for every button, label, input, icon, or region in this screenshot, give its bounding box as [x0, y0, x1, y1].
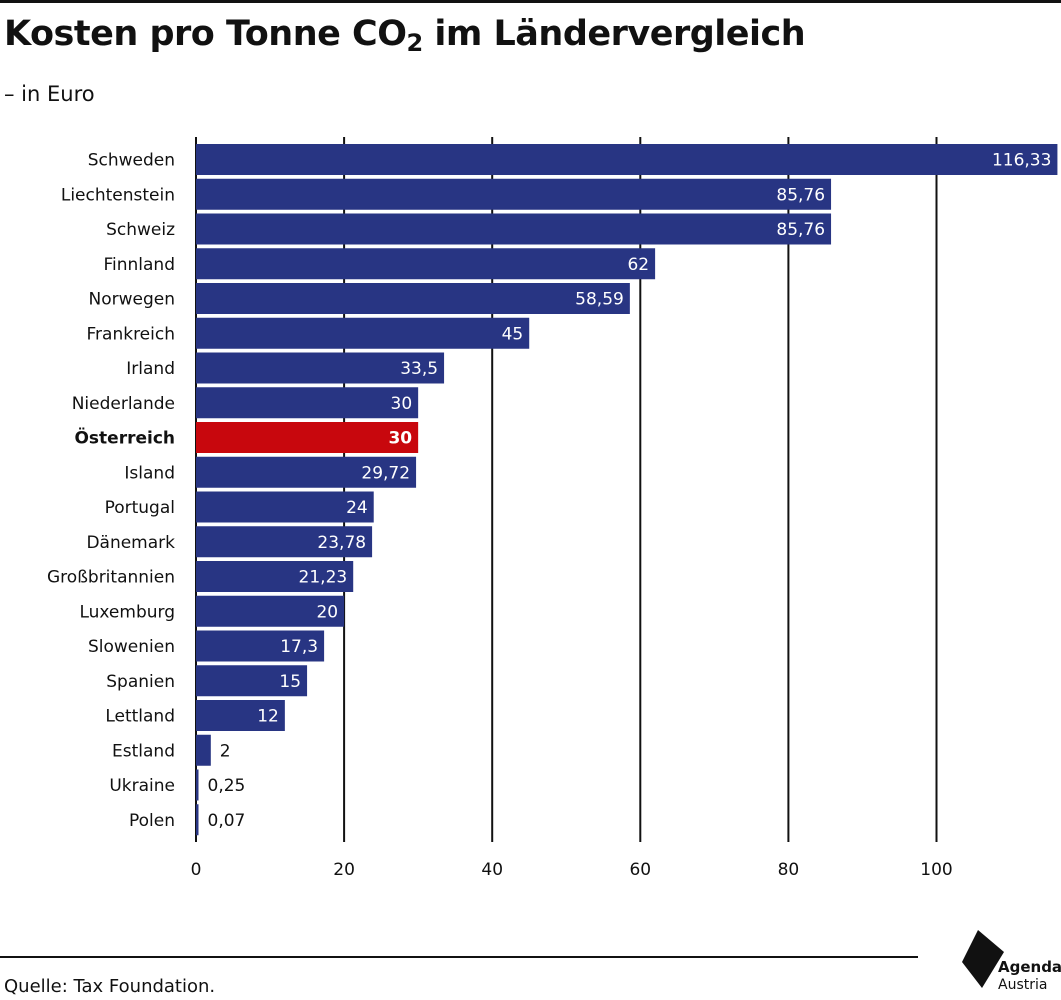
value-label: 0,07 — [208, 811, 246, 831]
bar — [196, 387, 419, 419]
title-rest: im Ländervergleich — [422, 14, 806, 54]
category-label: Frankreich — [87, 324, 176, 344]
category-label: Ukraine — [109, 776, 175, 796]
value-label: 85,76 — [776, 185, 825, 205]
bar — [196, 700, 285, 731]
x-tick-label: 60 — [629, 860, 651, 880]
logo-text-austria: Austria — [998, 977, 1048, 993]
title-subscript: 2 — [406, 29, 423, 57]
bar — [196, 456, 417, 488]
value-label: 29,72 — [361, 463, 410, 483]
value-label: 20 — [316, 602, 338, 622]
category-label: Schweiz — [106, 220, 175, 240]
bar — [196, 352, 445, 384]
title-main: Kosten pro Tonne CO — [4, 14, 407, 54]
bar — [196, 595, 345, 627]
value-label: 0,25 — [208, 776, 246, 796]
category-label: Lettland — [105, 707, 175, 727]
category-label: Schweden — [88, 151, 175, 171]
category-label: Portugal — [105, 498, 175, 518]
x-tick-label: 80 — [778, 860, 800, 880]
value-label: 30 — [388, 429, 412, 449]
value-label: 2 — [220, 741, 231, 761]
value-label: 33,5 — [400, 359, 438, 379]
value-label: 23,78 — [317, 533, 366, 553]
value-label: 116,33 — [992, 151, 1051, 171]
x-tick-label: 40 — [481, 860, 503, 880]
bottom-rule — [0, 956, 918, 958]
bar — [196, 561, 354, 592]
bar — [196, 248, 656, 280]
x-tick-label: 0 — [191, 860, 202, 880]
agenda-austria-logo: Agenda Austria — [958, 928, 1061, 998]
category-label: Slowenien — [88, 637, 175, 657]
value-label: 30 — [391, 394, 413, 414]
category-label: Irland — [126, 359, 175, 379]
value-label: 62 — [627, 255, 649, 275]
bar — [196, 283, 630, 314]
bar — [196, 491, 374, 523]
category-label: Österreich — [74, 427, 175, 449]
bar — [196, 734, 211, 766]
chart-title: Kosten pro Tonne CO2 im Ländervergleich — [4, 14, 806, 57]
category-label: Dänemark — [86, 533, 175, 553]
bar — [196, 804, 199, 836]
logo-mark-icon — [962, 930, 1004, 988]
top-rule — [0, 0, 1061, 3]
bar — [196, 422, 419, 453]
category-label: Norwegen — [89, 290, 176, 310]
category-label: Spanien — [106, 672, 175, 692]
bar — [196, 178, 832, 210]
value-label: 45 — [502, 324, 524, 344]
category-label: Niederlande — [72, 394, 175, 414]
source-note: Quelle: Tax Foundation. — [4, 976, 216, 997]
bar — [196, 317, 530, 349]
value-label: 15 — [279, 672, 301, 692]
logo-text-agenda: Agenda — [998, 958, 1061, 976]
bar — [196, 769, 199, 801]
value-label: 58,59 — [575, 290, 624, 310]
bar — [196, 526, 373, 558]
value-label: 24 — [346, 498, 368, 518]
category-label: Liechtenstein — [61, 185, 175, 205]
bar — [196, 213, 832, 245]
category-label: Estland — [112, 741, 175, 761]
chart-subtitle: – in Euro — [4, 82, 95, 106]
category-label: Polen — [129, 811, 175, 831]
category-label: Finnland — [103, 255, 175, 275]
x-tick-label: 20 — [333, 860, 355, 880]
category-label: Großbritannien — [47, 568, 175, 588]
value-label: 85,76 — [776, 220, 825, 240]
value-label: 21,23 — [299, 568, 348, 588]
bar — [196, 665, 308, 697]
bar-chart: 0 20 40 60 80 100 Schweden 116,33 Liechtenstein 8… — [47, 137, 1058, 880]
x-tick-label: 100 — [920, 860, 952, 880]
value-label: 12 — [257, 707, 279, 727]
category-label: Luxemburg — [79, 602, 175, 622]
bar — [196, 630, 325, 662]
bar — [196, 144, 1058, 175]
value-label: 17,3 — [280, 637, 318, 657]
category-label: Island — [124, 463, 175, 483]
